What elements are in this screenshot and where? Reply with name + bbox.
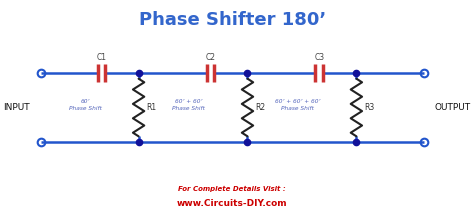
Text: INPUT: INPUT: [3, 103, 30, 112]
Text: 60’ + 60’ + 60’
Phase Shift: 60’ + 60’ + 60’ Phase Shift: [275, 99, 320, 111]
Text: R2: R2: [255, 103, 265, 112]
Text: www.Circuits-DIY.com: www.Circuits-DIY.com: [177, 199, 288, 208]
Text: C3: C3: [314, 53, 324, 62]
Text: OUTPUT: OUTPUT: [435, 103, 471, 112]
Text: For Complete Details Visit :: For Complete Details Visit :: [178, 185, 286, 192]
Text: 60’
Phase Shift: 60’ Phase Shift: [69, 99, 102, 111]
Text: R1: R1: [146, 103, 156, 112]
Text: 60’ + 60’
Phase Shift: 60’ + 60’ Phase Shift: [172, 99, 205, 111]
Text: C1: C1: [97, 53, 107, 62]
Text: R3: R3: [364, 103, 374, 112]
Text: Phase Shifter 180’: Phase Shifter 180’: [138, 11, 326, 29]
Text: C2: C2: [205, 53, 216, 62]
